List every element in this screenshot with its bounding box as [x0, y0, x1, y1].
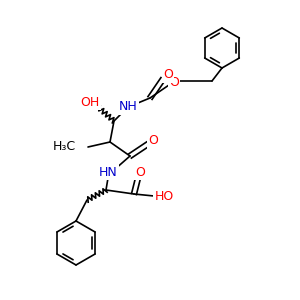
Text: H₃C: H₃C — [53, 140, 76, 154]
Text: NH: NH — [118, 100, 137, 113]
Text: OH: OH — [80, 95, 100, 109]
Text: O: O — [148, 134, 158, 148]
Text: HN: HN — [99, 166, 117, 178]
Text: O: O — [163, 68, 173, 82]
Text: O: O — [135, 166, 145, 178]
Text: O: O — [169, 76, 179, 89]
Text: HO: HO — [154, 190, 174, 202]
